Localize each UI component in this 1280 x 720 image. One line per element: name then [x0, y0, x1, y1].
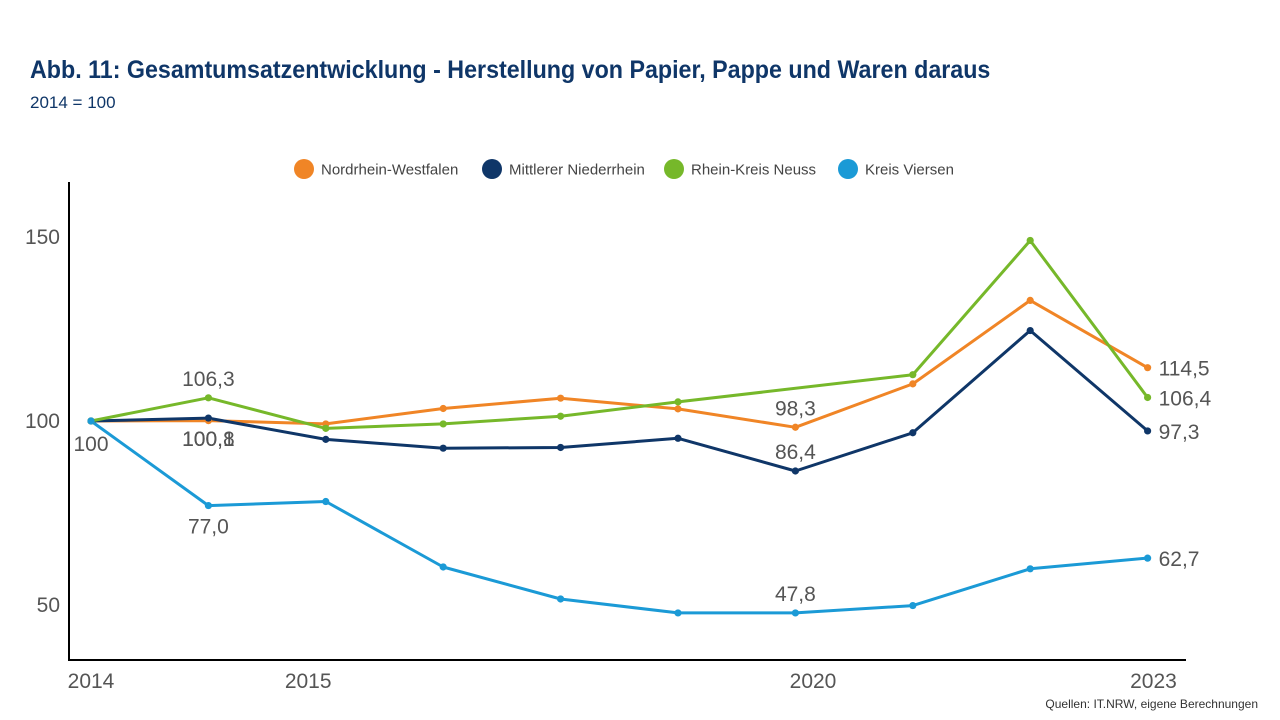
data-point [557, 412, 565, 420]
data-label: 100,1 [182, 428, 235, 451]
data-point [557, 443, 565, 452]
data-label: 97,3 [1159, 421, 1200, 444]
data-point [791, 609, 800, 617]
legend-label: Kreis Viersen [865, 162, 954, 179]
data-point [674, 434, 682, 442]
y-tick-label: 100 [25, 410, 60, 433]
data-point [791, 467, 800, 475]
data-label: 106,4 [1159, 387, 1212, 410]
data-label: 77,0 [188, 516, 229, 539]
legend-marker-icon [664, 159, 684, 179]
legend-label: Rhein-Kreis Neuss [691, 162, 816, 179]
data-point [674, 398, 682, 406]
data-label: 100 [73, 433, 108, 456]
data-point [909, 380, 917, 388]
data-point [909, 429, 917, 437]
data-point [1026, 236, 1034, 245]
x-tick-label: 2015 [285, 670, 332, 693]
legend-label: Mittlerer Niederrhein [509, 162, 645, 179]
data-point [439, 404, 447, 413]
data-label: 114,5 [1159, 358, 1210, 381]
chart-title: Abb. 11: Gesamtumsatzentwicklung - Herst… [30, 56, 991, 84]
data-point [1144, 364, 1152, 372]
source-note: Quellen: IT.NRW, eigene Berechnungen [1045, 697, 1258, 711]
y-tick-label: 50 [37, 594, 60, 617]
data-point [322, 424, 330, 432]
series-line [89, 329, 1150, 473]
chart-axes: 50 100 150 2014 2015 2020 2023 [25, 182, 1186, 693]
data-point [557, 595, 565, 603]
data-point [439, 420, 447, 428]
data-point [204, 501, 212, 510]
data-point [1026, 296, 1034, 304]
data-point [674, 405, 682, 413]
data-point [204, 394, 212, 402]
x-tick-label: 2014 [68, 670, 115, 693]
data-point [439, 563, 447, 571]
series-line [89, 298, 1150, 429]
data-point [1144, 393, 1152, 402]
data-point [1026, 326, 1034, 335]
legend-marker-icon [482, 159, 502, 179]
data-point [1026, 565, 1034, 573]
data-point [1144, 427, 1152, 435]
series-points [87, 236, 1152, 617]
data-point [322, 497, 330, 506]
data-label: 62,7 [1159, 548, 1200, 571]
y-tick-label: 150 [25, 226, 60, 249]
legend-marker-icon [838, 159, 858, 179]
data-point [87, 417, 95, 425]
data-point [674, 609, 682, 617]
data-point [1144, 554, 1152, 562]
series-line [89, 239, 1150, 430]
legend-label: Nordrhein-Westfalen [321, 162, 458, 179]
series-lines [89, 239, 1150, 615]
data-point [909, 371, 917, 379]
data-label: 47,8 [775, 583, 816, 606]
x-tick-label: 2020 [790, 670, 837, 693]
data-point [322, 435, 330, 443]
data-point [909, 601, 917, 610]
series-line [89, 419, 1150, 615]
legend-marker-icon [294, 159, 314, 179]
chart-subtitle: 2014 = 100 [30, 93, 116, 112]
x-tick-label: 2023 [1130, 670, 1177, 693]
data-point [204, 414, 212, 422]
data-label: 100,8 [182, 428, 235, 451]
chart-legend: Nordrhein-Westfalen Mittlerer Niederrhein… [294, 159, 954, 179]
data-label: 98,3 [775, 397, 816, 420]
data-labels: 98,3 114,5 100 100,8 86,4 97,3 106,3 100,1 106,4… [73, 358, 1211, 606]
data-point [439, 444, 447, 452]
data-point [791, 423, 800, 431]
data-label: 86,4 [775, 441, 816, 464]
data-point [557, 394, 565, 402]
data-label: 106,3 [182, 368, 235, 391]
